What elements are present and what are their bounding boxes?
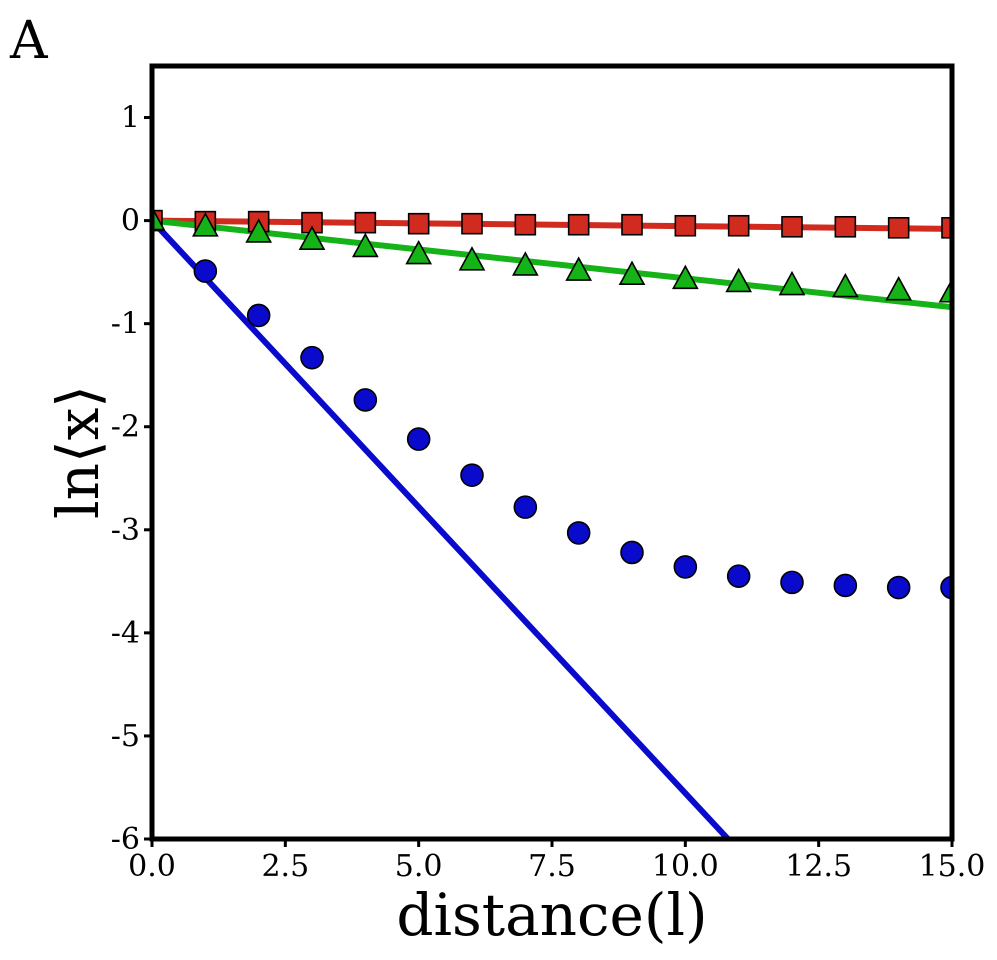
y-tick-label: -4	[111, 616, 140, 651]
circle-marker	[566, 521, 591, 545]
square-marker	[674, 214, 697, 237]
square-marker	[407, 212, 430, 235]
plot-frame	[149, 63, 955, 842]
y-tick-label: -6	[111, 822, 140, 857]
triangle-marker	[565, 256, 593, 281]
y-tick-label: -1	[111, 307, 140, 342]
circle-marker	[726, 564, 751, 588]
triangle-marker	[671, 264, 699, 290]
circle-marker	[620, 540, 644, 565]
circle-marker	[513, 495, 538, 519]
y-tick-label: -5	[111, 719, 140, 754]
square-marker	[941, 217, 952, 239]
triangle-marker	[191, 212, 219, 237]
circle-marker	[780, 570, 804, 595]
square-marker	[834, 215, 857, 238]
x-tick-label: 12.5	[785, 849, 852, 884]
triangle-marker	[938, 278, 952, 303]
x-tick-label: 0.0	[128, 849, 176, 884]
blue-fit-line	[152, 218, 731, 839]
triangle-marker	[831, 272, 859, 298]
square-marker	[567, 213, 590, 236]
circle-marker	[940, 575, 952, 600]
panel-label: A	[9, 11, 49, 71]
square-marker	[461, 212, 483, 235]
circle-marker	[246, 303, 271, 328]
triangle-marker	[405, 239, 433, 265]
plot-area	[152, 205, 952, 839]
x-axis-title: distance(l)	[396, 881, 707, 949]
square-marker	[621, 213, 643, 236]
x-tick-label: 5.0	[395, 849, 443, 884]
square-marker	[354, 211, 377, 234]
x-tick-label: 2.5	[261, 849, 309, 884]
square-marker	[887, 217, 910, 239]
y-tick-label: -2	[111, 410, 140, 445]
circle-marker	[460, 463, 484, 487]
square-marker	[781, 215, 803, 238]
triangle-marker	[152, 205, 166, 231]
circle-marker	[193, 259, 218, 283]
axes: 1 0 -1 -2 -3 -4 -5 -60.0 2.5 5.0 7.5 10.0 12.5 15.0	[111, 63, 986, 884]
y-tick-label: 1	[121, 101, 140, 136]
circle-marker	[406, 427, 431, 451]
circle-marker	[886, 575, 911, 600]
circle-marker	[353, 388, 378, 412]
y-tick-label: -3	[111, 513, 140, 548]
triangle-marker	[618, 260, 646, 286]
triangle-marker	[511, 251, 539, 276]
red-fit-line	[152, 217, 952, 232]
y-tick-label: 0	[121, 204, 140, 239]
triangle-marker	[725, 267, 753, 293]
circle-marker	[833, 573, 858, 598]
triangle-marker	[778, 270, 806, 296]
triangle-marker	[298, 225, 326, 250]
x-tick-label: 15.0	[919, 849, 986, 884]
green-fit-line	[152, 217, 952, 311]
triangle-marker	[351, 232, 379, 258]
x-tick-label: 7.5	[528, 849, 576, 884]
triangle-marker	[458, 246, 486, 271]
square-marker	[727, 214, 750, 237]
triangle-marker	[245, 218, 273, 243]
y-axis-title: ln⟨x⟩	[44, 385, 112, 519]
triangle-marker	[885, 276, 913, 301]
circle-marker	[673, 555, 698, 579]
square-marker	[514, 213, 537, 236]
circle-marker	[300, 345, 324, 370]
x-tick-label: 10.0	[652, 849, 719, 884]
